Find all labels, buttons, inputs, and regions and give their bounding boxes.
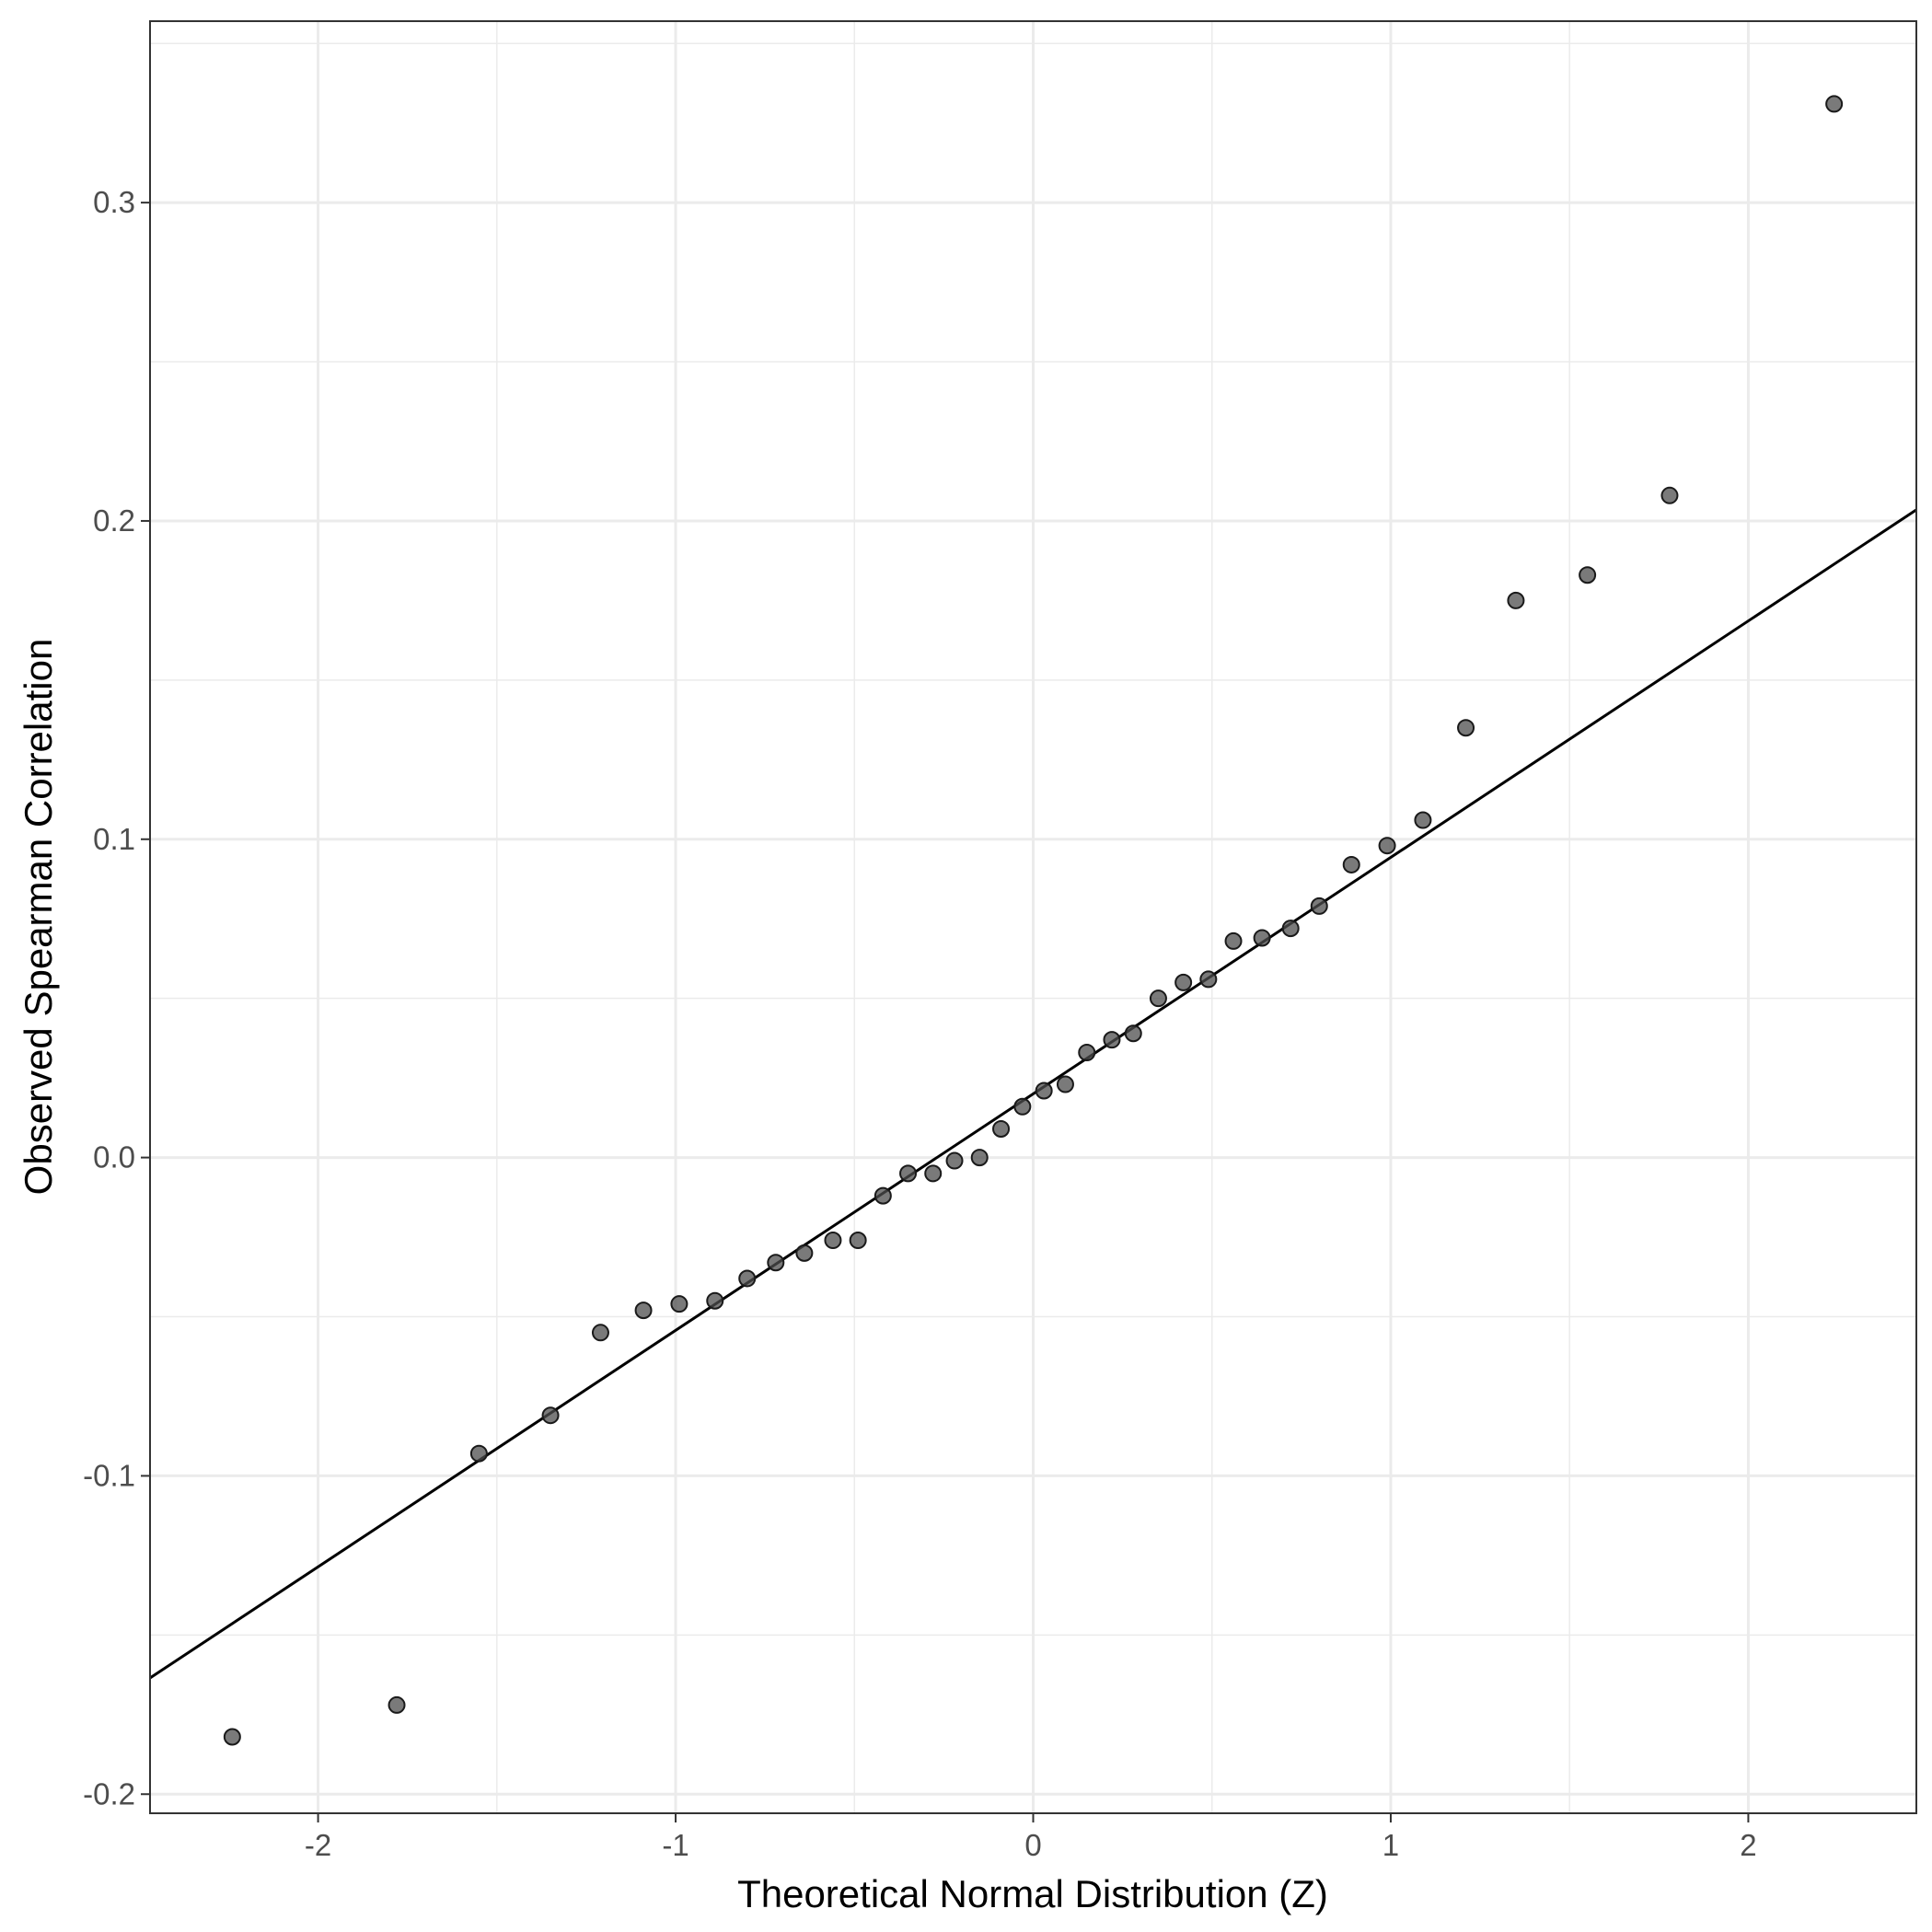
y-tick-label: 0.3 [93,185,135,219]
x-tick-label: 0 [1024,1828,1041,1862]
points-group [223,95,1844,1746]
data-point [873,1186,892,1205]
data-point [634,1301,653,1320]
y-tick-label: -0.1 [83,1458,135,1492]
data-point [795,1244,814,1262]
x-tick-label: -1 [662,1828,688,1862]
data-point [1174,973,1193,991]
y-axis-title: Observed Spearman Correlation [17,639,60,1196]
x-tick-label: -2 [305,1828,331,1862]
data-point [670,1295,688,1313]
data-point [992,1119,1011,1138]
data-point [706,1291,724,1310]
data-point [1414,811,1432,829]
data-point [945,1151,964,1170]
y-axis-ticks: -0.2 -0.1 0.0 0.1 0.2 0.3 [83,185,150,1811]
data-point [1310,897,1328,915]
y-tick-label: 0.2 [93,503,135,538]
major-gridlines [150,21,1916,1813]
data-point [1579,566,1597,584]
y-tick-label: 0.1 [93,822,135,856]
x-axis-title: Theoretical Normal Distribution (Z) [737,1872,1328,1915]
y-tick-label: 0.0 [93,1140,135,1174]
data-point [1149,989,1167,1008]
data-point [1035,1082,1053,1100]
data-point [824,1232,842,1250]
data-point [541,1406,560,1425]
data-point [924,1164,943,1183]
data-point [1825,95,1844,113]
data-point [1660,486,1679,504]
data-point [1103,1031,1121,1049]
reference-line [149,508,1917,1680]
data-point [1056,1075,1074,1093]
data-point [1281,920,1300,938]
y-tick-label: -0.2 [83,1776,135,1811]
data-point [1457,719,1475,737]
data-point [1224,931,1243,950]
reference-line-group [149,508,1917,1680]
data-point [388,1695,406,1714]
data-point [970,1149,989,1167]
data-point [1378,837,1396,855]
x-tick-label: 2 [1740,1828,1756,1862]
data-point [1199,970,1218,989]
data-point [1507,591,1525,609]
data-point [223,1728,241,1746]
data-point [591,1324,609,1342]
data-point [767,1254,785,1272]
data-point [1078,1043,1096,1061]
data-point [1013,1097,1032,1116]
data-point [849,1232,867,1250]
data-point [469,1444,488,1463]
x-axis-ticks: -2 -1 0 1 2 [305,1813,1757,1862]
data-point [738,1269,757,1288]
data-point [1124,1024,1142,1043]
x-tick-label: 1 [1382,1828,1399,1862]
data-point [1253,929,1271,947]
data-point [1342,855,1360,873]
data-point [899,1164,918,1183]
